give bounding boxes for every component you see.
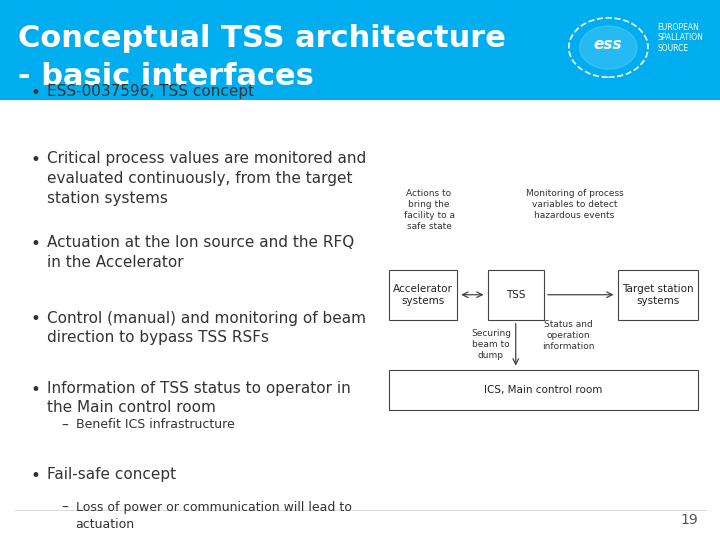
Text: TSS: TSS xyxy=(506,290,526,300)
Text: •: • xyxy=(30,151,40,169)
Text: Status and
operation
information: Status and operation information xyxy=(542,320,595,351)
Circle shape xyxy=(580,26,637,69)
Text: 19: 19 xyxy=(680,512,698,526)
Text: Securing
beam to
dump: Securing beam to dump xyxy=(471,329,511,360)
Text: Actions to
bring the
facility to a
safe state: Actions to bring the facility to a safe … xyxy=(403,189,454,231)
Text: Accelerator
systems: Accelerator systems xyxy=(393,284,453,306)
Text: •: • xyxy=(30,84,40,102)
Text: •: • xyxy=(30,467,40,485)
Text: –: – xyxy=(61,418,68,433)
Text: - basic interfaces: - basic interfaces xyxy=(18,62,314,91)
FancyBboxPatch shape xyxy=(0,0,720,100)
FancyBboxPatch shape xyxy=(389,270,457,320)
Text: Critical process values are monitored and
evaluated continuously, from the targe: Critical process values are monitored an… xyxy=(47,151,366,206)
Text: Conceptual TSS architecture: Conceptual TSS architecture xyxy=(18,24,506,53)
FancyBboxPatch shape xyxy=(618,270,698,320)
Text: Target station
systems: Target station systems xyxy=(622,284,694,306)
Text: Information of TSS status to operator in
the Main control room: Information of TSS status to operator in… xyxy=(47,381,351,415)
Text: •: • xyxy=(30,235,40,253)
FancyBboxPatch shape xyxy=(389,369,698,410)
Text: •: • xyxy=(30,381,40,399)
Text: Fail-safe concept: Fail-safe concept xyxy=(47,467,176,482)
Text: ESS-0037596, TSS concept: ESS-0037596, TSS concept xyxy=(47,84,254,99)
FancyBboxPatch shape xyxy=(488,270,544,320)
Text: ICS, Main control room: ICS, Main control room xyxy=(485,385,603,395)
Text: Monitoring of process
variables to detect
hazardous events: Monitoring of process variables to detec… xyxy=(526,189,624,220)
Text: EUROPEAN
SPALLATION
SOURCE: EUROPEAN SPALLATION SOURCE xyxy=(657,23,703,53)
Text: •: • xyxy=(30,310,40,328)
Text: Loss of power or communication will lead to
actuation: Loss of power or communication will lead… xyxy=(76,501,351,531)
Text: –: – xyxy=(61,501,68,515)
Text: ess: ess xyxy=(593,37,622,52)
Text: Control (manual) and monitoring of beam
direction to bypass TSS RSFs: Control (manual) and monitoring of beam … xyxy=(47,310,366,345)
Text: Benefit ICS infrastructure: Benefit ICS infrastructure xyxy=(76,418,234,431)
Text: Actuation at the Ion source and the RFQ
in the Accelerator: Actuation at the Ion source and the RFQ … xyxy=(47,235,354,269)
